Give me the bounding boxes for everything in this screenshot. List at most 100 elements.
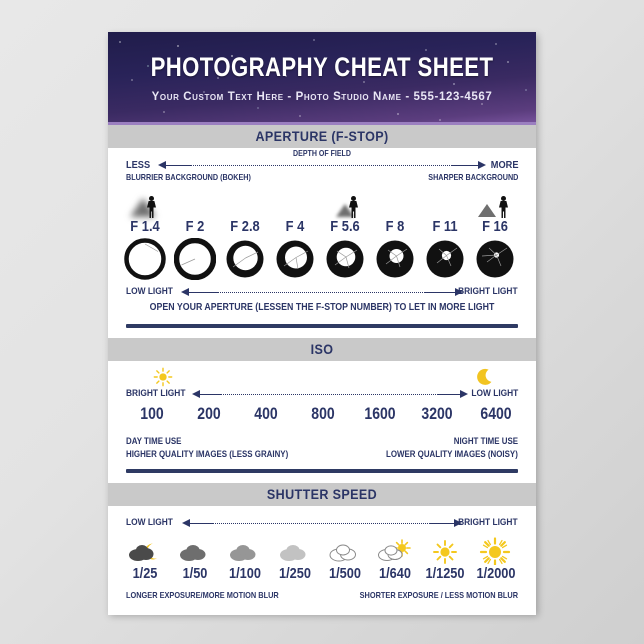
cloud-sun-icon [372,537,418,565]
cloud-dark-icon [172,537,218,565]
shutter-value: 1/500 [329,565,361,582]
aperture-diagram-f11 [422,238,468,280]
shutter-light-axis: LOW LIGHT BRIGHT LIGHT [126,516,518,531]
shutter-speed-band: SHUTTER SPEED [108,483,536,506]
aperture-blade-row [122,238,522,280]
moon-icon [477,368,492,385]
dof-right-sub: SHARPER BACKGROUND [427,173,518,182]
iso-note-row-1: DAY TIME USE NIGHT TIME USE [126,436,518,449]
iso-value: 400 [254,405,278,423]
iso-value: 200 [197,405,221,423]
shutter-speed-section: LOW LIGHT BRIGHT LIGHT [108,506,536,615]
shutter-bright-light-label: BRIGHT LIGHT [458,517,518,528]
fstop-value: F 1.4 [130,218,160,235]
iso-band: ISO [108,338,536,361]
mountain-icon [478,204,496,217]
aperture-section: DEPTH OF FIELD LESS MORE BLURRIER BACKGR… [108,148,536,338]
shutter-value: 1/50 [182,565,208,582]
sun-icon [153,367,173,387]
dof-dotted-line [190,165,454,166]
shutter-value-row: 1/25 1/50 1/100 1/250 1/500 1/640 1/1250… [122,565,522,588]
person-icon [349,196,358,218]
shutter-left-arrowhead [182,518,190,527]
aperture-divider [126,324,518,328]
iso-value-row: 100 200 400 800 1600 3200 6400 [126,405,518,428]
shutter-value: 1/640 [379,565,411,582]
scene-f16 [474,185,520,218]
poster-subtitle: Your Custom Text Here - Photo Studio Nam… [151,91,493,103]
sun-big-icon [472,537,518,567]
dof-left-arrowhead [158,160,166,169]
poster-header: PHOTOGRAPHY CHEAT SHEET Your Custom Text… [108,32,536,125]
aperture-bright-light-label: BRIGHT LIGHT [458,286,518,297]
person-icon [147,196,156,218]
fstop-value: F 11 [432,218,458,235]
aperture-light-axis: LOW LIGHT BRIGHT LIGHT [126,285,518,300]
aperture-diagram-f1-4 [122,238,168,280]
depth-of-field-label: DEPTH OF FIELD [293,149,351,158]
shutter-value: 1/250 [279,565,311,582]
iso-icon-row [126,367,518,387]
iso-value: 6400 [480,405,512,423]
scene-f1-4 [128,185,174,218]
shutter-dotted-line [212,523,432,524]
fstop-value: F 8 [385,218,405,235]
dof-left-solid [166,165,192,166]
scene-f11 [431,185,477,218]
aperture-diagram-f4 [272,238,318,280]
iso-higher-quality-label: HIGHER QUALITY IMAGES (LESS GRAINY) [126,449,289,459]
iso-value: 100 [140,405,164,423]
fstop-value: F 4 [285,218,305,235]
iso-bright-light-label: BRIGHT LIGHT [126,388,186,399]
cloud-light-icon [272,537,318,565]
depth-of-field-axis: DEPTH OF FIELD LESS MORE [126,149,518,173]
aperture-diagram-f2 [172,238,218,280]
dof-more-label: MORE [490,159,518,171]
shutter-left-solid [190,523,214,524]
dof-left-sub: BLURRIER BACKGROUND (BOKEH) [126,173,251,182]
dof-sublabels: BLURRIER BACKGROUND (BOKEH) SHARPER BACK… [126,173,518,185]
fstop-value-row: F 1.4 F 2 F 2.8 F 4 F 5.6 F 8 F 11 F 16 [122,218,522,238]
photography-cheat-sheet-poster: PHOTOGRAPHY CHEAT SHEET Your Custom Text… [108,32,536,615]
shutter-shorter-exposure-label: SHORTER EXPOSURE / LESS MOTION BLUR [359,590,518,600]
shutter-longer-exposure-label: LONGER EXPOSURE/MORE MOTION BLUR [126,590,279,600]
iso-dotted-line [220,394,440,395]
shutter-value: 1/2000 [476,565,516,582]
dof-less-label: LESS [126,159,151,171]
iso-night-time-label: NIGHT TIME USE [453,436,518,446]
iso-divider [126,469,518,473]
aperture-note: OPEN YOUR APERTURE (LESSEN THE F-STOP NU… [149,302,495,313]
aperture-band: APERTURE (F-STOP) [108,125,536,148]
shutter-value: 1/1250 [425,565,465,582]
aperture-right-arrowhead [455,287,463,296]
shutter-low-light-label: LOW LIGHT [126,517,173,528]
iso-light-axis: BRIGHT LIGHT LOW LIGHT [126,387,518,402]
aperture-dotted-line [217,292,427,293]
person-icon [499,196,508,218]
fstop-value: F 2 [185,218,205,235]
iso-right-arrowhead [460,389,468,398]
iso-note-row-2: HIGHER QUALITY IMAGES (LESS GRAINY) LOWE… [126,449,518,463]
aperture-left-solid [189,292,219,293]
cloud-white-icon [322,537,368,565]
scene-f5-6 [330,185,376,218]
shutter-right-solid [430,523,454,524]
shutter-note-row: LONGER EXPOSURE/MORE MOTION BLUR SHORTER… [126,590,518,603]
fstop-value: F 16 [482,218,508,235]
iso-day-time-label: DAY TIME USE [126,436,182,446]
iso-value: 1600 [364,405,396,423]
cloud-gray-icon [222,537,268,565]
iso-section: BRIGHT LIGHT LOW LIGHT 100 200 400 800 1… [108,361,536,483]
iso-left-solid [200,394,222,395]
aperture-scene-row [122,185,522,218]
iso-value: 3200 [421,405,453,423]
iso-right-solid [438,394,460,395]
cloud-moon-icon [122,537,168,565]
shutter-value: 1/25 [132,565,158,582]
poster-title: PHOTOGRAPHY CHEAT SHEET [150,52,494,82]
shutter-speed-band-title: SHUTTER SPEED [122,483,522,506]
iso-left-arrowhead [192,389,200,398]
aperture-low-light-label: LOW LIGHT [126,286,173,297]
aperture-note-row: OPEN YOUR APERTURE (LESSEN THE F-STOP NU… [122,302,522,318]
